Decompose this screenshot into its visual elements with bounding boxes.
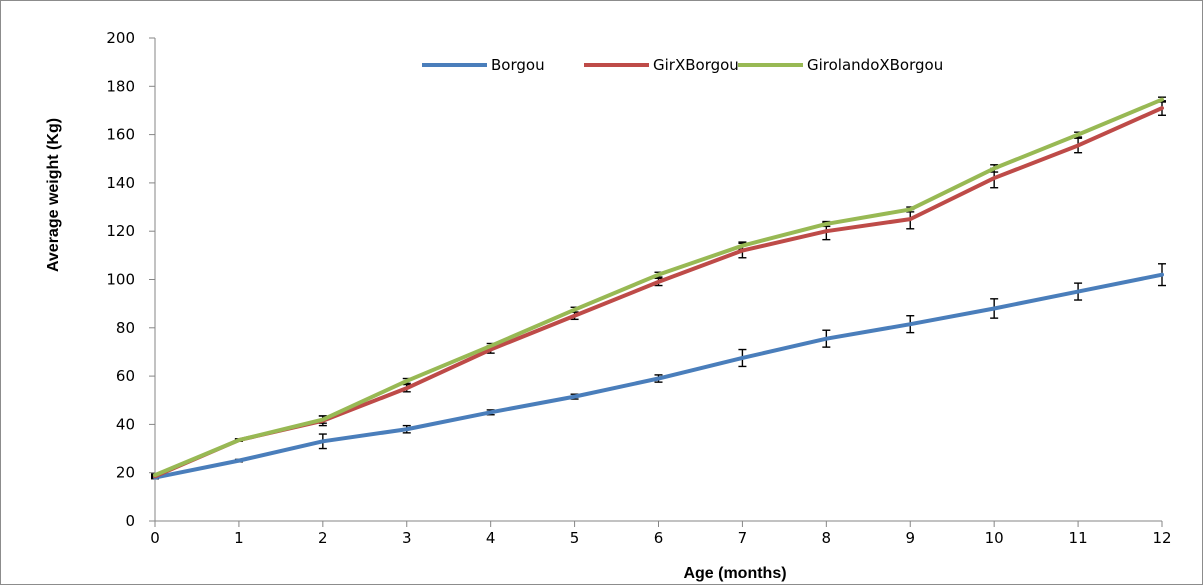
x-tick-label: 12 <box>1152 529 1171 547</box>
legend-entry: Borgou <box>422 56 545 74</box>
y-tick-label: 20 <box>116 464 135 482</box>
axes <box>149 37 1163 527</box>
x-tick-label: 0 <box>150 529 160 547</box>
series-line-girolandoxborgou <box>153 97 1164 478</box>
y-tick-label: 180 <box>106 77 135 95</box>
legend-label: Borgou <box>491 56 545 74</box>
x-tick-label: 11 <box>1069 529 1088 547</box>
series-lines <box>153 97 1164 480</box>
x-tick-label: 7 <box>738 529 748 547</box>
series-line-borgou <box>153 272 1164 480</box>
y-tick-label: 80 <box>116 319 135 337</box>
legend-label: GirXBorgou <box>653 56 739 74</box>
y-tick-label: 160 <box>106 126 135 144</box>
y-tick-label: 140 <box>106 174 135 192</box>
y-tick-label: 0 <box>125 512 135 530</box>
y-tick-label: 100 <box>106 271 135 289</box>
y-axis-title: Average weight (Kg) <box>45 118 62 272</box>
legend-entry: GirXBorgou <box>584 56 739 74</box>
legend: Borgou GirXBorgou GirolandoXBorgou <box>422 56 943 74</box>
x-tick-label: 8 <box>822 529 832 547</box>
x-tick-label: 1 <box>234 529 244 547</box>
y-tick-label: 120 <box>106 222 135 240</box>
x-tick-label: 2 <box>318 529 328 547</box>
error-bars <box>151 96 1166 480</box>
x-tick-label: 5 <box>570 529 580 547</box>
y-tick-label: 200 <box>106 29 135 47</box>
x-tick-label: 3 <box>402 529 412 547</box>
legend-entry: GirolandoXBorgou <box>738 56 943 74</box>
x-tick-label: 4 <box>486 529 496 547</box>
legend-label: GirolandoXBorgou <box>807 56 943 74</box>
x-tick-label: 6 <box>654 529 664 547</box>
x-tick-label: 10 <box>985 529 1004 547</box>
x-tick-label: 9 <box>905 529 915 547</box>
x-axis-title: Age (months) <box>683 565 786 582</box>
y-tick-label: 60 <box>116 367 135 385</box>
y-tick-label: 40 <box>116 415 135 433</box>
